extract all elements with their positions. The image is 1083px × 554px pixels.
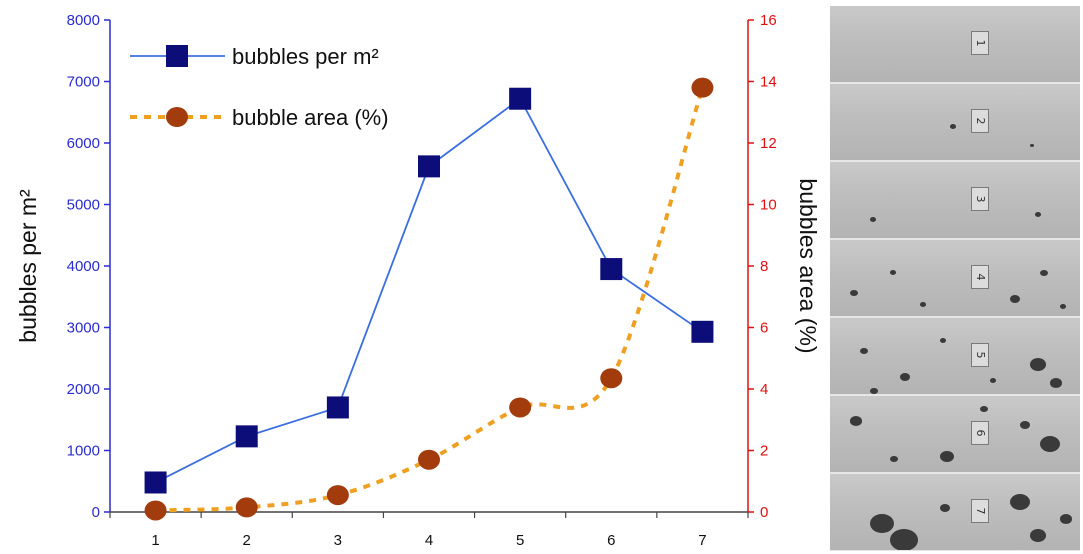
bubbles-per-m2-point — [418, 155, 440, 178]
y-left-tick-label: 2000 — [67, 381, 100, 398]
y-left-tick-label: 6000 — [67, 135, 100, 152]
bubble-spot — [850, 416, 862, 426]
y-right-tick-label: 6 — [760, 320, 768, 337]
specimen-strip: 7 — [830, 474, 1080, 551]
legend-label-bubble-area: bubble area (%) — [232, 105, 389, 130]
bubble-spot — [1010, 295, 1020, 303]
specimen-strip-label: 6 — [971, 421, 989, 445]
y-left-tick-label: 5000 — [67, 197, 100, 214]
bubble-spot — [940, 338, 946, 343]
bubble-area-point — [144, 500, 167, 521]
bubble-spot — [900, 373, 910, 381]
y-left-tick-label: 7000 — [67, 74, 100, 91]
y-right-tick-label: 12 — [760, 135, 777, 152]
x-tick-label: 2 — [243, 532, 251, 549]
y-left-tick-label: 1000 — [67, 443, 100, 460]
bubble-spot — [890, 270, 896, 275]
x-tick-label: 3 — [334, 532, 342, 549]
y-right-tick-label: 10 — [760, 197, 777, 214]
y-left-tick-label: 0 — [92, 504, 100, 521]
bubble-spot — [1035, 212, 1041, 217]
x-tick-label: 4 — [425, 532, 433, 549]
bubble-spot — [950, 124, 956, 129]
x-tick-label: 7 — [698, 532, 706, 549]
bubbles-per-m2-point — [235, 425, 258, 448]
bubble-spot — [980, 406, 988, 413]
legend-marker-bubbles-per-m2 — [166, 45, 188, 67]
bubbles-per-m2-point — [509, 87, 532, 110]
y-axis-right-title: bubbles area (%) — [795, 178, 820, 353]
bubble-spot — [860, 348, 868, 355]
legend-marker-bubble-area — [166, 107, 188, 127]
bubble-spot — [1060, 304, 1066, 309]
bubble-area-point — [600, 368, 623, 389]
specimen-strip-label: 7 — [971, 499, 989, 523]
chart-series — [144, 77, 714, 521]
bubble-spot — [1010, 494, 1030, 510]
specimen-strip: 1 — [830, 6, 1080, 84]
bubbles-per-m2-point — [600, 258, 623, 281]
bubble-spot — [1040, 436, 1060, 452]
specimen-strip: 6 — [830, 396, 1080, 474]
x-tick-label: 5 — [516, 532, 524, 549]
bubble-spot — [1030, 529, 1046, 542]
bubble-spot — [1040, 270, 1048, 277]
bubbles-chart: 0 1000 2000 3000 4000 5000 6000 7000 8000 0 2 4 6 8 10… — [15, 12, 820, 549]
specimen-strip-label: 5 — [971, 343, 989, 367]
bubble-spot — [940, 451, 954, 463]
y-left-tick-label: 8000 — [67, 12, 100, 29]
legend-label-bubbles-per-m2: bubbles per m² — [232, 44, 379, 69]
bubble-spot — [940, 504, 950, 512]
bubble-spot — [920, 302, 926, 307]
bubble-spot — [990, 378, 996, 383]
bubble-area-point — [418, 449, 440, 470]
bubble-spot — [850, 290, 858, 297]
bubble-spot — [1060, 514, 1072, 524]
specimen-strip: 4 — [830, 240, 1080, 318]
bubble-spot — [1050, 378, 1062, 388]
x-tick-label: 6 — [607, 532, 615, 549]
specimen-strip: 2 — [830, 84, 1080, 162]
chart-axes: 0 1000 2000 3000 4000 5000 6000 7000 8000 0 2 4 6 8 10… — [67, 12, 777, 549]
y-right-tick-label: 14 — [760, 74, 777, 91]
y-axis-left-title: bubbles per m² — [15, 189, 41, 343]
bubble-spot — [870, 388, 878, 394]
y-right-tick-label: 2 — [760, 443, 768, 460]
bubbles-per-m2-point — [326, 396, 349, 419]
bubble-area-point — [326, 485, 349, 506]
y-right-tick-label: 4 — [760, 381, 768, 398]
bubble-spot — [870, 217, 876, 222]
bubbles-per-m2-point — [691, 320, 714, 343]
specimen-strip: 5 — [830, 318, 1080, 396]
bubble-area-point — [691, 77, 714, 98]
y-right-tick-label: 16 — [760, 12, 777, 29]
bubble-spot — [1030, 144, 1034, 148]
bubble-area-point — [235, 497, 258, 518]
specimen-strip-label: 2 — [971, 109, 989, 133]
y-right-tick-label: 0 — [760, 504, 768, 521]
y-right-tick-label: 8 — [760, 258, 768, 275]
bubble-area-point — [509, 397, 532, 418]
x-tick-label: 1 — [151, 532, 159, 549]
bubble-spot — [870, 514, 894, 534]
bubble-spot — [1030, 358, 1046, 371]
bubble-spot — [890, 456, 898, 463]
y-left-tick-label: 4000 — [67, 258, 100, 275]
specimen-strip-label: 1 — [971, 31, 989, 55]
specimen-photo-strips: 1 2 3 4 5 6 7 — [830, 6, 1080, 551]
y-left-tick-label: 3000 — [67, 320, 100, 337]
bubble-spot — [890, 529, 918, 550]
bubble-spot — [1020, 421, 1030, 429]
specimen-strip-label: 3 — [971, 187, 989, 211]
bubbles-per-m2-point — [144, 471, 167, 494]
specimen-strip-label: 4 — [971, 265, 989, 289]
specimen-strip: 3 — [830, 162, 1080, 240]
chart-legend: bubbles per m² bubble area (%) — [130, 44, 389, 130]
